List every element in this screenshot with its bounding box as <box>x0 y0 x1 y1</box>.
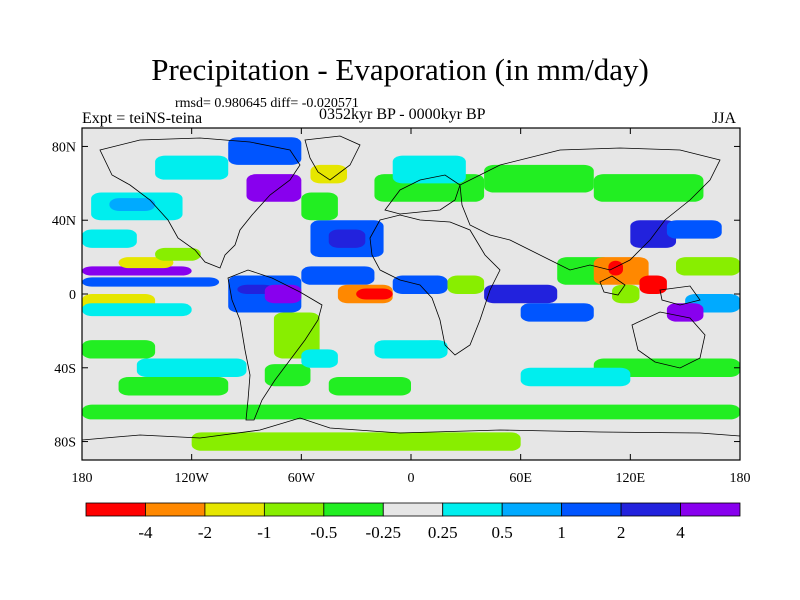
x-tick-label: 60E <box>509 471 532 486</box>
field-region <box>301 349 338 368</box>
field-region <box>447 275 485 294</box>
field-layer <box>82 128 740 460</box>
colorbar-label: 0.5 <box>492 523 513 542</box>
field-region <box>273 312 320 359</box>
field-region <box>264 284 302 304</box>
field-region <box>82 229 137 248</box>
map-title: Precipitation - Evaporation (in mm/day) <box>151 52 649 87</box>
colorbar-swatch <box>323 502 384 517</box>
stats-text: rmsd= 0.980645 diff= -0.020571 <box>175 96 359 111</box>
y-tick-label: 40N <box>52 214 76 229</box>
field-region <box>264 364 311 387</box>
x-tick-label: 120W <box>175 471 210 486</box>
field-region <box>356 288 393 300</box>
colorbar: -4 -2 -1 -0.5 -0.25 0.25 0.5 1 2 4 <box>85 502 741 542</box>
period-label: 0352kyr BP - 0000kyr BP <box>319 106 486 123</box>
field-region <box>520 303 594 322</box>
coastlines <box>82 135 740 441</box>
y-tick-label: 80N <box>52 140 76 155</box>
y-tick-label: 80S <box>54 436 76 451</box>
colorbar-swatch <box>85 502 146 517</box>
field-region <box>374 340 448 359</box>
field-region <box>301 266 375 285</box>
field-region <box>630 220 677 248</box>
y-tick-label: 40S <box>54 362 76 377</box>
australia-outline <box>631 311 706 369</box>
field-region <box>82 303 192 317</box>
field-region <box>310 164 348 184</box>
season-label: JJA <box>712 110 737 127</box>
africa-outline <box>369 214 501 356</box>
colorbar-label: 2 <box>617 523 626 542</box>
axis-ticks: 180 120W 60W 0 60E 120E 180 80N 40N 0 40S 80S <box>52 128 751 486</box>
x-tick-label: 180 <box>730 471 751 486</box>
field-region <box>109 198 156 211</box>
field-region <box>328 229 366 248</box>
field-region <box>520 367 631 387</box>
colorbar-label: -0.25 <box>366 523 401 542</box>
field-region <box>155 247 201 261</box>
north-america-outline <box>99 137 301 269</box>
field-region <box>328 377 411 396</box>
south-america-outline <box>227 269 323 421</box>
field-region <box>676 257 740 276</box>
field-region <box>593 358 740 377</box>
new-guinea-outline <box>659 285 701 306</box>
colorbar-swatch <box>501 502 563 517</box>
field-region <box>82 277 220 287</box>
colorbar-label: 4 <box>676 523 685 542</box>
x-tick-label: 0 <box>408 471 415 486</box>
x-tick-label: 60W <box>288 471 316 486</box>
field-region <box>82 340 156 359</box>
field-region <box>484 284 558 304</box>
colorbar-label: 1 <box>557 523 566 542</box>
field-region <box>136 358 247 377</box>
colorbar-swatch <box>204 502 265 517</box>
colorbar-swatch <box>382 502 444 517</box>
colorbar-label: -0.5 <box>310 523 337 542</box>
field-region <box>484 164 594 193</box>
field-region <box>392 155 466 184</box>
colorbar-swatch <box>263 502 325 517</box>
asia-outline <box>459 147 721 271</box>
experiment-label: Expt = teiNS-teina <box>82 110 203 127</box>
field-region <box>118 257 174 269</box>
colorbar-label: -2 <box>198 523 212 542</box>
field-region <box>155 155 229 180</box>
colorbar-label: 0.25 <box>428 523 458 542</box>
x-tick-label: 180 <box>72 471 93 486</box>
x-tick-label: 120E <box>616 471 646 486</box>
colorbar-swatch <box>442 502 503 517</box>
colorbar-swatch <box>680 502 741 517</box>
colorbar-swatch <box>620 502 681 517</box>
field-region <box>301 192 338 221</box>
field-region <box>118 377 229 396</box>
field-region <box>639 275 667 294</box>
y-tick-label: 0 <box>69 288 76 303</box>
field-region <box>82 404 740 420</box>
field-region <box>666 220 722 239</box>
colorbar-swatch <box>145 502 206 517</box>
colorbar-label: -4 <box>138 523 153 542</box>
colorbar-label: -1 <box>257 523 271 542</box>
field-region <box>191 432 521 451</box>
greenland-outline <box>304 135 361 181</box>
field-region <box>365 321 439 341</box>
antarctica-coast <box>82 417 740 441</box>
field-region <box>593 174 704 202</box>
europe-outline <box>384 174 461 215</box>
field-region <box>666 303 704 322</box>
field-region <box>82 266 192 276</box>
field-region <box>612 284 640 304</box>
borneo-outline <box>599 275 626 296</box>
field-region <box>608 260 624 276</box>
colorbar-swatch <box>561 502 622 517</box>
field-region <box>228 137 302 165</box>
field-region <box>246 174 302 202</box>
